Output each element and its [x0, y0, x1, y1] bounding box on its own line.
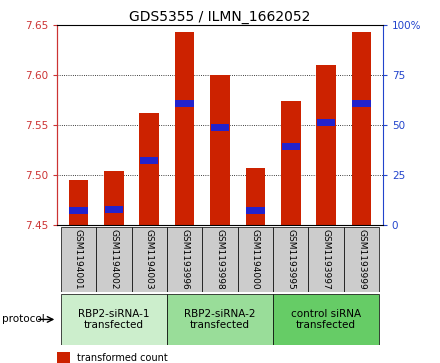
Text: transformed count: transformed count	[77, 352, 168, 363]
Bar	[140, 157, 158, 164]
Bar	[210, 76, 230, 225]
Bar	[352, 100, 371, 107]
Bar	[175, 32, 194, 225]
Bar	[167, 294, 273, 345]
Text: GSM1194001: GSM1194001	[74, 229, 83, 290]
Bar	[246, 168, 265, 225]
Bar	[105, 205, 123, 213]
Bar	[344, 227, 379, 292]
Bar	[104, 171, 124, 225]
Bar	[167, 227, 202, 292]
Text: GSM1193995: GSM1193995	[286, 229, 295, 290]
Bar	[246, 207, 264, 213]
Bar	[273, 294, 379, 345]
Bar	[273, 227, 308, 292]
Text: GSM1193997: GSM1193997	[322, 229, 331, 290]
Text: GSM1193996: GSM1193996	[180, 229, 189, 290]
Text: protocol: protocol	[2, 314, 45, 325]
Text: GSM1194003: GSM1194003	[145, 229, 154, 290]
Text: GSM1193999: GSM1193999	[357, 229, 366, 290]
Bar	[282, 143, 300, 150]
Bar	[316, 65, 336, 225]
Bar	[96, 227, 132, 292]
Text: RBP2-siRNA-2
transfected: RBP2-siRNA-2 transfected	[184, 309, 256, 330]
Title: GDS5355 / ILMN_1662052: GDS5355 / ILMN_1662052	[129, 11, 311, 24]
Text: GSM1194000: GSM1194000	[251, 229, 260, 290]
Bar	[139, 113, 159, 225]
Text: RBP2-siRNA-1
transfected: RBP2-siRNA-1 transfected	[78, 309, 150, 330]
Text: GSM1194002: GSM1194002	[109, 229, 118, 290]
Text: control siRNA
transfected: control siRNA transfected	[291, 309, 361, 330]
Bar	[211, 124, 229, 131]
Bar	[57, 352, 70, 363]
Bar	[61, 227, 96, 292]
Bar	[352, 32, 371, 225]
Bar	[69, 180, 88, 225]
Bar	[176, 100, 194, 107]
Bar	[317, 119, 335, 126]
Bar	[308, 227, 344, 292]
Bar	[238, 227, 273, 292]
Bar	[61, 294, 167, 345]
Bar	[281, 101, 301, 225]
Bar	[69, 207, 88, 213]
Text: GSM1193998: GSM1193998	[216, 229, 224, 290]
Bar	[132, 227, 167, 292]
Bar	[202, 227, 238, 292]
